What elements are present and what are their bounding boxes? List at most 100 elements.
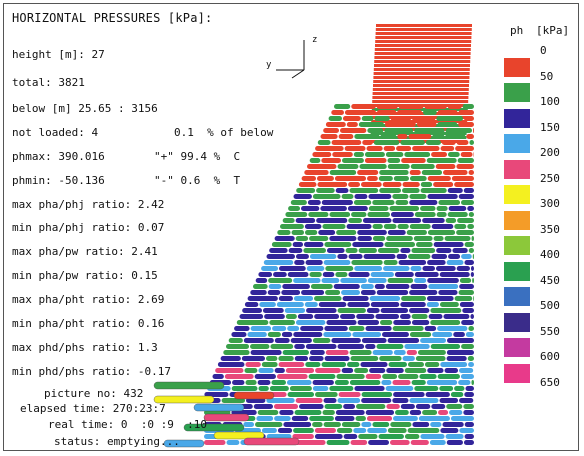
cylinder-strip xyxy=(331,110,344,115)
cylinder-strip xyxy=(347,362,360,367)
cylinder-strip xyxy=(410,284,428,289)
cylinder-strip xyxy=(325,350,349,355)
cylinder-strip xyxy=(340,278,367,283)
legend-label: 350 xyxy=(540,222,560,236)
cylinder-strip xyxy=(308,212,329,217)
cylinder-strip xyxy=(454,182,474,187)
cylinder-strip xyxy=(383,260,398,265)
cylinder-strip xyxy=(393,350,406,355)
cylinder-strip xyxy=(414,386,439,391)
cylinder-strip xyxy=(335,188,349,193)
cylinder-strip xyxy=(436,266,456,271)
cylinder-strip xyxy=(292,434,314,439)
cylinder-strip xyxy=(439,272,470,277)
cylinder-strip xyxy=(340,314,356,319)
cylinder-strip xyxy=(321,362,347,367)
cylinder-strip xyxy=(388,362,407,367)
cylinder-strip xyxy=(380,308,409,313)
cylinder-strip xyxy=(464,260,474,265)
cylinder-strip xyxy=(268,284,282,289)
cylinder-strip xyxy=(387,164,410,169)
cylinder-strip xyxy=(433,236,444,241)
cylinder-strip xyxy=(312,338,331,343)
cylinder-strip xyxy=(362,140,373,145)
cylinder-strip xyxy=(309,356,324,361)
cylinder-strip xyxy=(217,362,245,367)
cylinder-strip xyxy=(441,140,456,145)
cylinder-strip xyxy=(410,440,429,445)
cylinder-strip xyxy=(247,332,267,337)
phmin-readout: phmin: -50.136 xyxy=(12,174,105,187)
cylinder-strip xyxy=(436,116,464,121)
cylinder-strip xyxy=(268,278,293,283)
cylinder-strip xyxy=(236,320,269,325)
cylinder-strip xyxy=(294,410,322,415)
ratio-readout: max pha/pw ratio: 2.41 xyxy=(12,245,158,258)
cylinder-strip xyxy=(312,152,332,157)
cylinder-strip xyxy=(459,368,474,373)
cylinder-strip xyxy=(362,218,392,223)
cylinder-strip xyxy=(383,266,410,271)
legend-label: 500 xyxy=(540,299,560,312)
cylinder-strip xyxy=(351,212,367,217)
cylinder-strip xyxy=(325,122,346,127)
cylinder-strip xyxy=(309,350,325,355)
cylinder-strip xyxy=(335,410,365,415)
cylinder-strip xyxy=(409,398,439,403)
cylinder-strip xyxy=(445,134,466,139)
cylinder-strip xyxy=(329,386,354,391)
cylinder-strip xyxy=(431,404,446,409)
cylinder-strip xyxy=(469,140,474,145)
cylinder-strip xyxy=(424,362,440,367)
cylinder-strip xyxy=(448,152,460,157)
cylinder-strip xyxy=(244,368,258,373)
cylinder-strip xyxy=(276,374,308,379)
cylinder-strip xyxy=(367,212,390,217)
cylinder-strip xyxy=(355,416,366,421)
cylinder-strip xyxy=(375,32,472,35)
ratio-readout: min phd/phs ratio: -0.17 xyxy=(12,365,171,378)
cylinder-strip xyxy=(382,374,398,379)
cylinder-strip xyxy=(326,320,357,325)
cylinder-strip xyxy=(250,350,282,355)
cylinder-strip xyxy=(427,368,444,373)
cylinder-strip xyxy=(417,350,446,355)
cylinder-strip xyxy=(245,380,257,385)
cylinder-strip xyxy=(324,242,352,247)
real-time: real time: 0 :0 :9 :10 xyxy=(48,418,207,431)
legend-header-unit: [kPa] xyxy=(536,24,570,37)
legend-label: 650 xyxy=(540,375,560,389)
cylinder-strip xyxy=(381,380,392,385)
cylinder-strip xyxy=(459,284,474,289)
cylinder-strip xyxy=(322,272,335,277)
cylinder-strip xyxy=(348,254,363,259)
not-loaded-percent: 0.1 % of below xyxy=(174,126,274,139)
cylinder-strip xyxy=(369,368,386,373)
cylinder-strip xyxy=(323,260,351,265)
cylinder-strip xyxy=(309,158,321,163)
cylinder-strip xyxy=(231,386,258,391)
cylinder-strip xyxy=(387,428,407,433)
cylinder-strip xyxy=(367,128,384,133)
cylinder-strip xyxy=(354,368,369,373)
cylinder-strip xyxy=(287,272,309,277)
cylinder-strip xyxy=(393,416,418,421)
cylinder-strip xyxy=(462,308,474,313)
cylinder-strip xyxy=(367,428,387,433)
cylinder-strip xyxy=(303,248,326,253)
cylinder-strip xyxy=(398,374,419,379)
cylinder-strip xyxy=(256,416,274,421)
cylinder-strip xyxy=(427,278,459,283)
cylinder-strip xyxy=(300,326,324,331)
cylinder-strip xyxy=(373,140,400,145)
cylinder-strip xyxy=(389,206,420,211)
cylinder-strip xyxy=(471,236,474,241)
cylinder-strip xyxy=(374,116,390,121)
cylinder-strip xyxy=(464,434,474,439)
cylinder-strip xyxy=(357,320,380,325)
cylinder-strip xyxy=(349,188,379,193)
axis-z-label: z xyxy=(312,35,318,45)
legend-header-ph: ph xyxy=(510,24,524,37)
cylinder-strip xyxy=(463,410,474,415)
cylinder-strip xyxy=(334,416,355,421)
